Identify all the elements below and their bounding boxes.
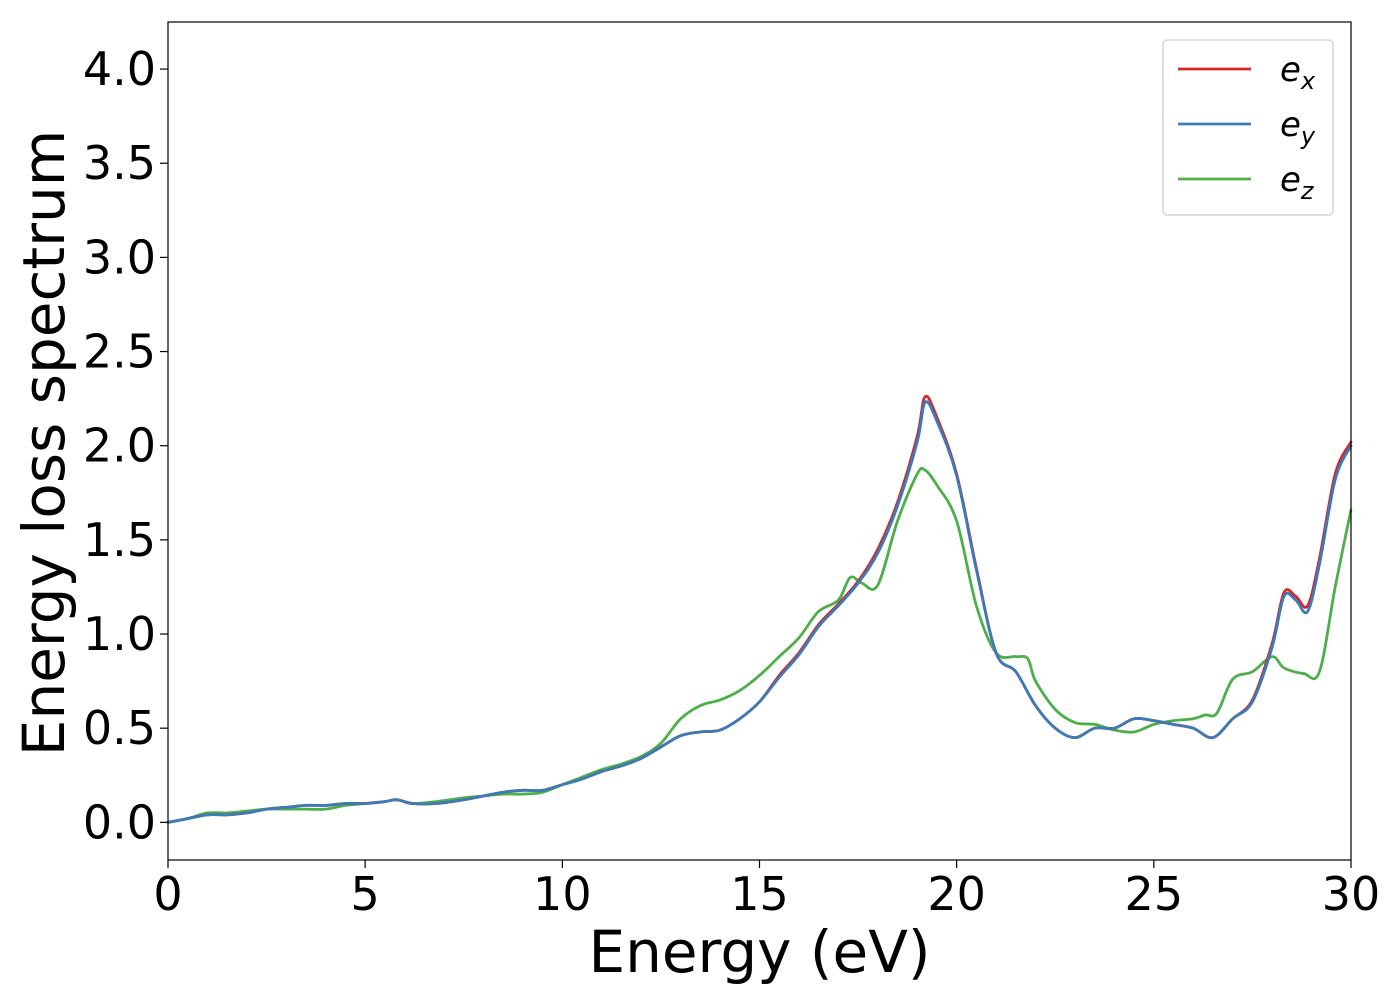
series-line-y [166, 400, 1353, 824]
legend: ex ey ez [1162, 39, 1334, 216]
plot-frame [167, 21, 1352, 861]
x-tick-label: 5 [351, 867, 380, 921]
x-tick-label: 20 [927, 867, 986, 921]
y-tick-label: 2.0 [83, 419, 156, 473]
y-tick-label: 2.5 [83, 325, 156, 379]
plot-lines [166, 394, 1353, 824]
y-axis-ticks: 0.0 0.5 1.0 1.5 2.0 2.5 3.0 3.5 4.0 [83, 42, 168, 849]
x-tick-label: 15 [730, 867, 789, 921]
y-tick-label: 4.0 [83, 42, 156, 96]
y-tick-label: 1.0 [83, 607, 156, 661]
legend-label-z: ez [1280, 160, 1315, 205]
x-tick-label: 30 [1322, 867, 1381, 921]
y-axis-title: Energy loss spectrum [10, 130, 78, 756]
legend-box [1162, 39, 1334, 216]
x-axis-title: Energy (eV) [588, 918, 930, 986]
x-axis-ticks: 0 5 10 15 20 25 30 [153, 860, 1380, 921]
x-tick-label: 0 [153, 867, 182, 921]
y-tick-label: 1.5 [83, 513, 156, 567]
legend-label-y: ey [1280, 105, 1316, 150]
y-tick-label: 3.0 [83, 230, 156, 284]
y-tick-label: 0.0 [83, 795, 156, 849]
x-tick-label: 25 [1125, 867, 1184, 921]
x-tick-label: 10 [533, 867, 592, 921]
legend-label-x: ex [1280, 50, 1316, 95]
y-tick-label: 3.5 [83, 136, 156, 190]
y-tick-label: 0.5 [83, 701, 156, 755]
